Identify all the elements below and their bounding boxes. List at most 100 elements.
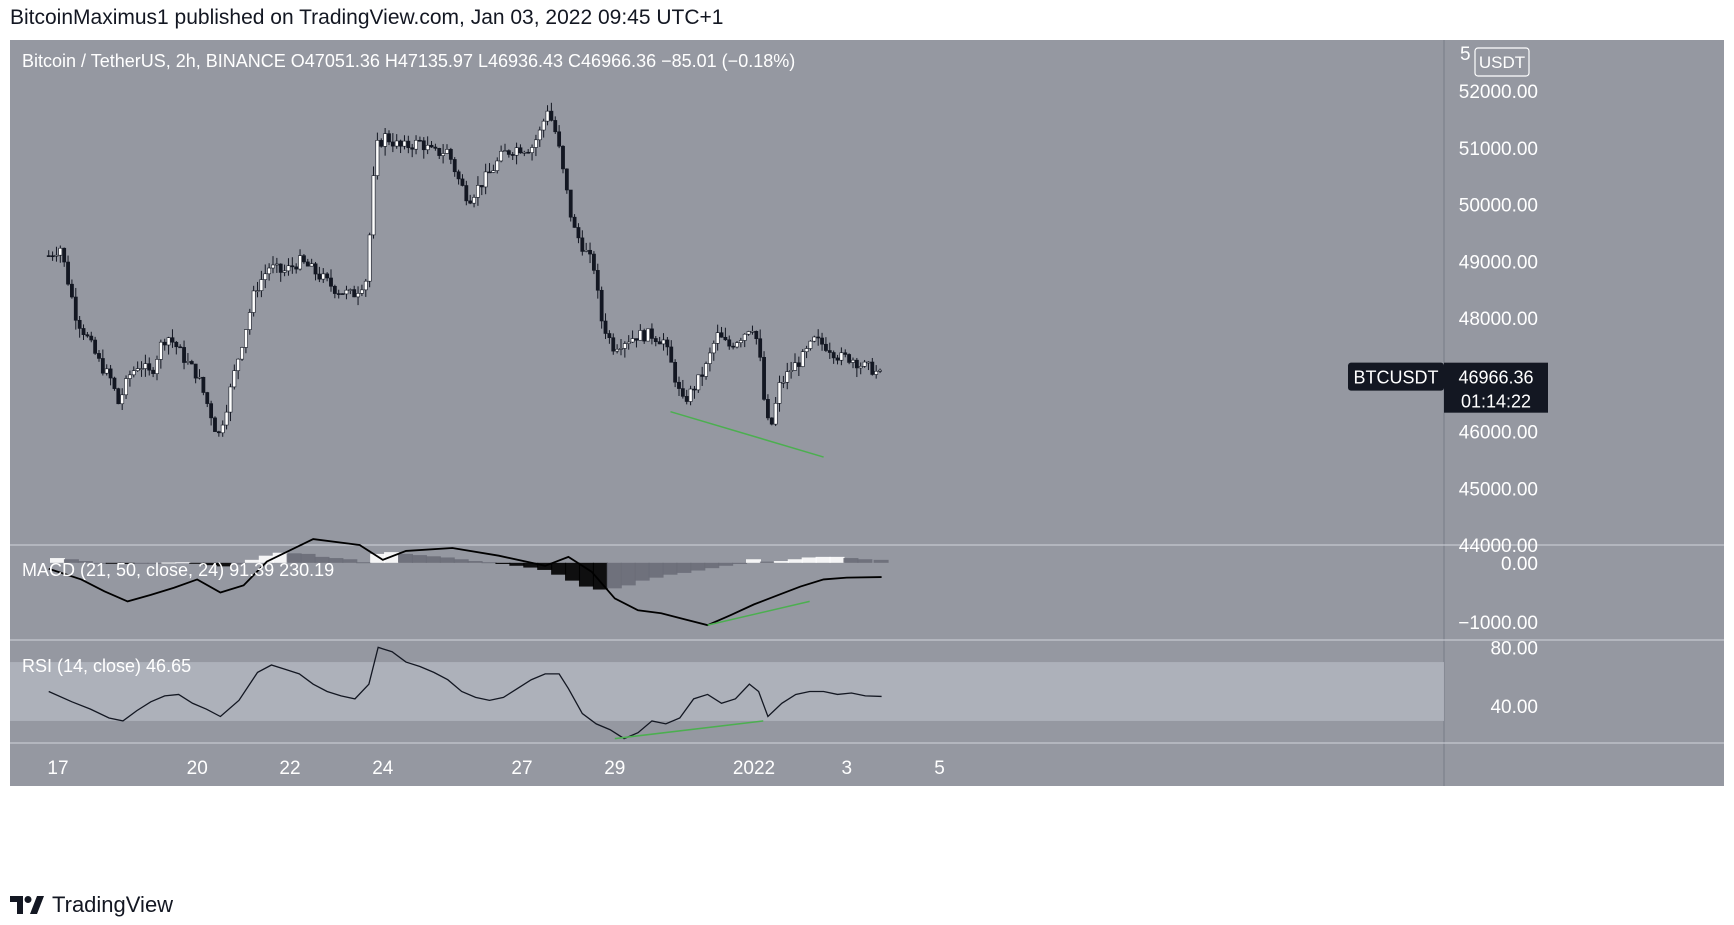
macd-histogram-bar	[133, 562, 149, 564]
candle-body	[661, 339, 666, 345]
macd-histogram-bar	[161, 562, 177, 564]
candle-body	[622, 343, 627, 349]
candle-body	[418, 139, 422, 142]
price-tick-label: 51000.00	[1459, 139, 1538, 160]
candle-body	[139, 368, 144, 370]
candle-body	[735, 342, 739, 348]
macd-histogram-bar	[425, 556, 441, 563]
macd-histogram-bar	[648, 562, 664, 578]
candle-body	[711, 343, 716, 354]
macd-legend: MACD (21, 50, close, 24) 91.39 230.19	[22, 560, 334, 580]
candle-body	[274, 263, 279, 266]
ohlc-high-letter: H	[385, 51, 398, 71]
candle-body	[831, 352, 836, 359]
candle-body	[66, 261, 70, 285]
candle-body	[665, 339, 670, 348]
candle-body	[595, 270, 600, 291]
candle-body	[448, 149, 453, 160]
candle-body	[464, 185, 469, 202]
candle-body	[367, 234, 372, 282]
macd-histogram-bar	[551, 562, 567, 575]
macd-histogram-bar	[147, 562, 163, 564]
candle-body	[213, 417, 217, 432]
candle-body	[452, 159, 457, 173]
candle-body	[700, 374, 705, 377]
candle-body	[147, 363, 152, 371]
price-tick-label: 50000.00	[1459, 196, 1538, 217]
candle-body	[487, 171, 492, 174]
trading-chart[interactable]: 52000.00 51000.00 50000.00 49000.00 48000.00…	[10, 40, 1724, 873]
price-tick-label: 48000.00	[1459, 309, 1538, 330]
candle-body	[584, 249, 589, 252]
candle-body	[777, 382, 782, 404]
macd-histogram-bar	[411, 555, 427, 563]
candle-body	[197, 376, 202, 379]
candle-body	[332, 285, 337, 294]
macd-histogram-bar	[495, 562, 511, 564]
rsi-divergence-line	[614, 720, 764, 740]
macd-histogram-bar	[873, 559, 889, 563]
candle-body	[557, 131, 562, 147]
candle-body	[182, 347, 186, 363]
candle-body	[468, 200, 473, 204]
candle-body	[89, 335, 94, 341]
candle-body	[375, 140, 380, 176]
candle-body	[81, 328, 86, 335]
macd-histogram-bar	[620, 562, 636, 586]
macd-histogram-bar	[119, 562, 135, 564]
price-tick-label: 46000.00	[1459, 423, 1538, 444]
candle-body	[421, 140, 426, 151]
candle-body	[240, 347, 244, 360]
macd-histogram-bar	[509, 562, 525, 566]
macd-histogram-bar	[732, 562, 748, 564]
candle-body	[166, 337, 171, 346]
candle-body	[313, 263, 318, 275]
candle-body	[178, 346, 183, 349]
candle-body	[506, 150, 511, 155]
macd-histogram-bar	[718, 562, 734, 566]
candle-body	[247, 312, 252, 330]
candle-body	[847, 354, 852, 363]
macd-histogram-bar	[773, 561, 789, 563]
macd-histogram-bar	[203, 562, 219, 566]
candle-body	[642, 330, 647, 342]
tradingview-logo-icon	[10, 896, 44, 914]
candle-body	[634, 338, 639, 341]
candle-body	[742, 333, 747, 341]
candle-body	[669, 346, 674, 363]
publisher-header: BitcoinMaximus1 published on TradingView…	[10, 6, 724, 29]
macd-histogram-bar	[857, 559, 873, 563]
candle-body	[143, 363, 148, 369]
candle-body	[479, 185, 484, 188]
candle-body	[70, 283, 74, 298]
macd-histogram-bar	[662, 562, 678, 575]
footer: TradingView	[10, 892, 173, 918]
candle-body	[271, 264, 275, 269]
candle-body	[835, 357, 840, 361]
macd-value: 91.39	[229, 560, 279, 580]
macd-line	[48, 538, 882, 627]
candle-body	[549, 110, 554, 121]
candle-body	[371, 175, 376, 236]
candle-body	[785, 371, 790, 383]
time-tick-label: 22	[279, 758, 300, 779]
candle-body	[162, 341, 167, 346]
candle-body	[224, 411, 229, 426]
candle-body	[878, 369, 882, 372]
candle-body	[646, 328, 650, 342]
macd-histogram-bar	[314, 556, 330, 563]
candle-body	[286, 265, 291, 272]
candle-body	[193, 363, 198, 379]
candle-body	[599, 289, 604, 322]
candle-body	[294, 266, 299, 270]
macd-histogram-bar	[606, 562, 622, 589]
candle-body	[151, 369, 156, 374]
candle-body	[874, 370, 879, 375]
last-price-label: 46966.36	[1458, 368, 1533, 388]
macd-signal-value: 230.19	[279, 560, 334, 580]
candle-body	[800, 351, 805, 367]
candle-body	[499, 150, 504, 162]
time-tick-label: 3	[842, 758, 853, 779]
rsi-line	[48, 646, 882, 740]
ohlc-low-value: 46936.43	[488, 51, 568, 71]
